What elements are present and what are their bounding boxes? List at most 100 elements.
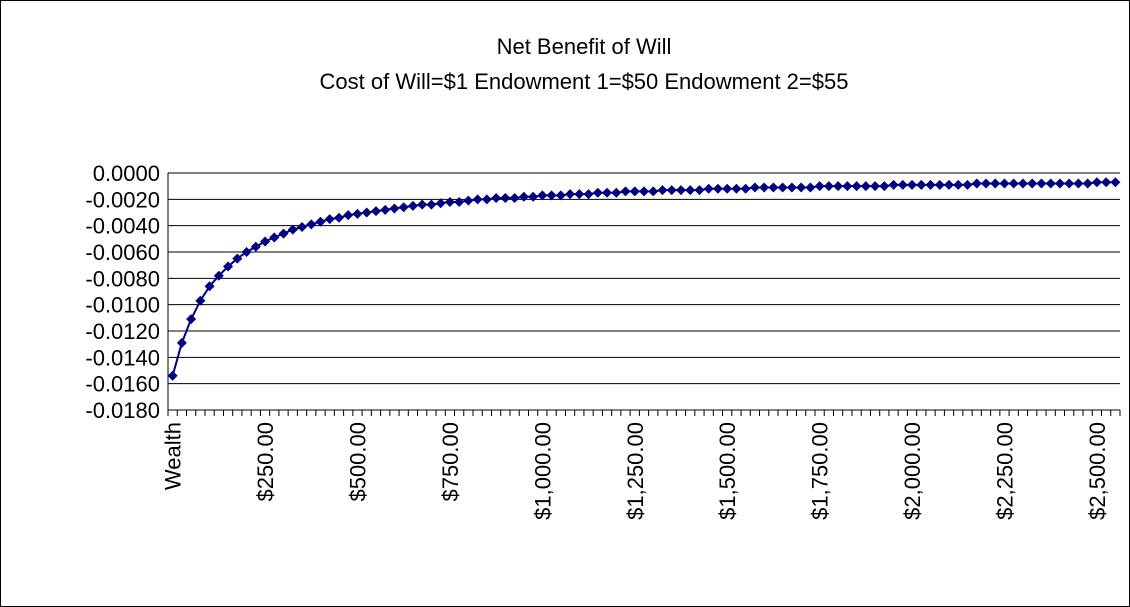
marker [722,183,733,194]
marker [324,214,335,225]
marker [731,183,742,194]
marker [1091,177,1102,188]
marker [306,219,317,230]
marker [851,181,862,192]
marker [814,181,825,192]
marker [269,232,280,243]
x-tick-label: $250.00 [253,422,278,502]
chart-title: Net Benefit of Will [497,34,672,59]
marker [842,181,853,192]
marker [546,190,557,201]
marker [398,202,409,213]
y-tick-label: -0.0160 [85,372,160,397]
marker [944,179,955,190]
marker [611,187,622,198]
marker [297,221,308,232]
y-tick-label: -0.0060 [85,240,160,265]
marker [537,190,548,201]
marker [287,224,298,235]
marker [315,216,326,227]
marker [241,247,252,257]
marker [888,179,899,190]
marker [657,185,668,196]
x-tick-label: $2,000.00 [900,422,925,520]
marker [444,196,455,207]
marker [768,182,779,193]
marker [870,181,881,192]
marker [500,193,511,204]
marker [925,179,936,190]
marker [740,183,751,194]
marker [370,206,381,217]
marker [472,194,483,205]
marker [426,199,437,210]
marker [260,236,271,247]
marker [694,185,705,196]
marker [186,314,197,325]
x-tick-label: $2,250.00 [992,422,1017,520]
marker [833,181,844,192]
marker [666,185,677,196]
marker [278,228,289,239]
marker [204,281,215,292]
y-tick-label: -0.0080 [85,266,160,291]
x-tick-label: $1,250.00 [623,422,648,520]
marker [1101,177,1112,188]
marker [620,186,631,197]
y-tick-label: -0.0100 [85,293,160,318]
marker [860,181,871,192]
y-tick-label: -0.0020 [85,187,160,212]
marker [167,370,178,381]
marker [528,191,539,202]
marker [518,191,529,202]
marker [250,241,261,252]
marker [786,182,797,193]
marker [565,189,576,200]
marker [639,186,649,197]
marker [463,195,474,206]
y-tick-label: -0.0140 [85,345,160,370]
marker [749,182,760,193]
x-tick-label: $1,500.00 [715,422,740,520]
marker [971,178,982,189]
marker [777,182,788,193]
marker [176,337,187,348]
chart-subtitle: Cost of Will=$1 Endowment 1=$50 Endowmen… [320,69,849,94]
marker [435,198,446,209]
marker [454,196,465,207]
marker [759,182,770,193]
y-tick-label: -0.0120 [85,319,160,344]
marker [675,185,686,196]
marker [213,270,224,281]
marker [1082,178,1093,189]
marker [195,295,206,306]
x-tick-label: Wealth [161,422,186,490]
y-tick-label: -0.0180 [85,398,160,423]
x-tick-label: $1,750.00 [808,422,833,520]
marker [1045,178,1056,189]
x-tick-label: $750.00 [438,422,463,502]
marker [223,261,234,272]
marker [703,183,714,194]
marker [602,187,613,198]
marker [1073,178,1084,189]
x-tick-label: $500.00 [345,422,370,502]
marker [389,203,400,214]
marker [361,207,372,218]
marker [953,179,964,190]
marker [999,178,1010,189]
marker [916,179,927,190]
marker [555,190,566,201]
marker [592,187,603,198]
marker [897,179,908,190]
marker [407,200,418,211]
marker [333,212,344,223]
marker [1064,178,1075,189]
x-tick-label: $1,000.00 [530,422,555,520]
marker [1017,178,1028,189]
marker [1036,178,1047,189]
marker [648,186,659,197]
marker [352,208,363,219]
marker [481,194,492,205]
